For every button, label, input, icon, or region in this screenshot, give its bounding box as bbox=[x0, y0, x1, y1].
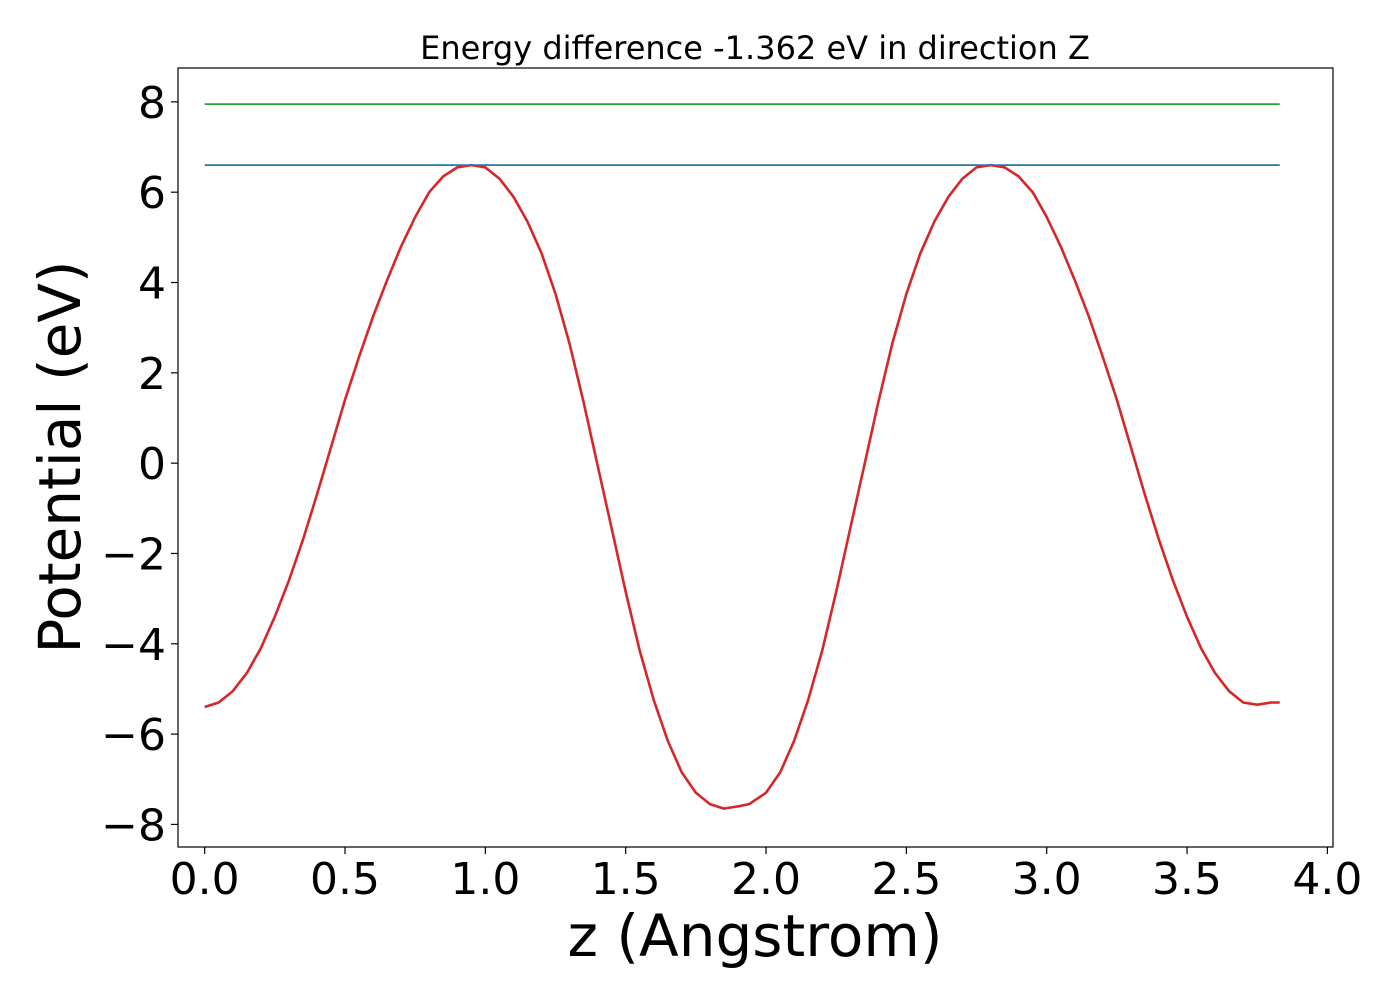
x-tick-label: 2.5 bbox=[871, 854, 941, 905]
series-line-0 bbox=[204, 163, 1280, 810]
x-tick-label: 0.0 bbox=[170, 854, 240, 905]
y-tick-label: −4 bbox=[101, 620, 166, 671]
x-tick-label: 3.5 bbox=[1152, 854, 1222, 905]
chart-title: Energy difference -1.362 eV in direction… bbox=[420, 29, 1090, 67]
x-tick-label: 2.0 bbox=[731, 854, 801, 905]
y-tick-label: 0 bbox=[138, 439, 166, 490]
y-axis-label: Potential (eV) bbox=[26, 260, 94, 653]
y-tick-label: −6 bbox=[101, 710, 166, 761]
y-tick-label: 2 bbox=[138, 349, 166, 400]
x-axis-label: z (Angstrom) bbox=[568, 902, 943, 970]
x-axis-ticks: 0.0 0.5 1.0 1.5 2.0 2.5 3.0 3.5 4.0 bbox=[170, 847, 1362, 905]
y-tick-label: 4 bbox=[138, 259, 166, 310]
y-tick-label: 8 bbox=[138, 78, 166, 129]
y-tick-label: 6 bbox=[138, 168, 166, 219]
y-axis-ticks: 8 6 4 2 0 −2 −4 −6 −8 bbox=[101, 78, 178, 851]
plot-area bbox=[177, 67, 1334, 848]
x-tick-label: 4.0 bbox=[1292, 854, 1362, 905]
y-tick-label: −2 bbox=[101, 529, 166, 580]
series-layer bbox=[204, 103, 1280, 810]
x-tick-label: 0.5 bbox=[310, 854, 380, 905]
x-tick-label: 3.0 bbox=[1012, 854, 1082, 905]
y-tick-label: −8 bbox=[101, 800, 166, 851]
x-tick-label: 1.0 bbox=[450, 854, 520, 905]
x-tick-label: 1.5 bbox=[591, 854, 661, 905]
